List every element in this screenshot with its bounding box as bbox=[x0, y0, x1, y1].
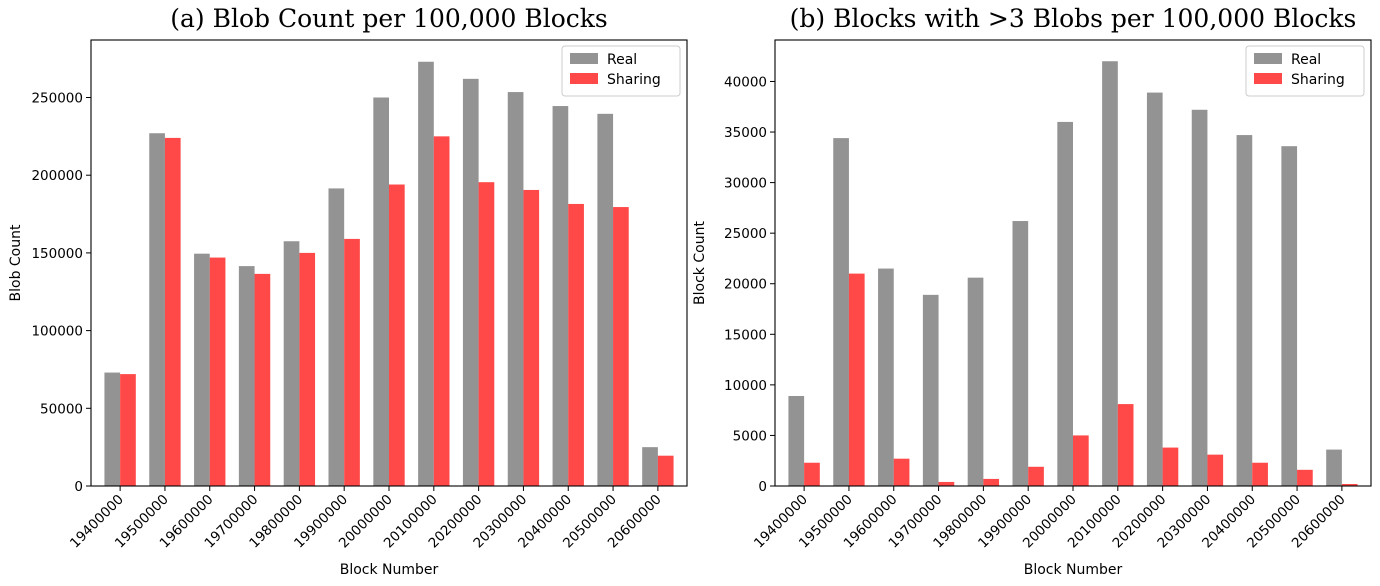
legend-swatch-real bbox=[1254, 53, 1282, 64]
bar-real-20600000 bbox=[1326, 449, 1342, 486]
bar-real-20600000 bbox=[642, 447, 658, 486]
y-tick-label: 35000 bbox=[724, 125, 767, 141]
chart-title: (a) Blob Count per 100,000 Blocks bbox=[170, 4, 608, 33]
y-tick-label: 200000 bbox=[31, 168, 83, 184]
bar-sharing-19900000 bbox=[1028, 466, 1044, 486]
legend-swatch-real bbox=[570, 53, 598, 64]
bar-real-20100000 bbox=[418, 61, 434, 486]
bar-real-19500000 bbox=[149, 133, 165, 487]
bar-sharing-19500000 bbox=[848, 273, 865, 486]
bar-sharing-20200000 bbox=[478, 182, 495, 486]
y-tick-label: 40000 bbox=[724, 74, 767, 90]
bar-sharing-19800000 bbox=[983, 478, 1000, 486]
bar-sharing-20100000 bbox=[433, 136, 450, 486]
bar-sharing-19700000 bbox=[254, 273, 271, 486]
bar-sharing-20500000 bbox=[1297, 469, 1313, 486]
bar-sharing-20600000 bbox=[1341, 483, 1358, 486]
bar-real-19500000 bbox=[833, 138, 849, 486]
y-axis-label: Blob Count bbox=[8, 224, 24, 301]
bar-real-20500000 bbox=[1281, 146, 1298, 486]
y-tick-label: 25000 bbox=[724, 226, 767, 242]
bar-real-20400000 bbox=[552, 106, 569, 487]
y-tick-label: 100000 bbox=[31, 324, 83, 340]
bar-real-19600000 bbox=[878, 268, 894, 486]
bar-real-19400000 bbox=[788, 395, 805, 486]
bar-real-19800000 bbox=[967, 277, 984, 486]
bar-sharing-19600000 bbox=[893, 458, 910, 486]
bar-real-20300000 bbox=[507, 92, 524, 486]
x-axis-label: Block Number bbox=[1024, 562, 1123, 578]
y-tick-label: 5000 bbox=[733, 428, 767, 444]
bar-sharing-20500000 bbox=[613, 207, 629, 486]
y-tick-label: 10000 bbox=[724, 378, 767, 394]
bar-real-19900000 bbox=[1012, 221, 1029, 486]
y-tick-label: 30000 bbox=[724, 176, 767, 192]
bar-sharing-20600000 bbox=[657, 455, 674, 486]
bar-sharing-19600000 bbox=[209, 257, 226, 486]
bar-sharing-20000000 bbox=[389, 184, 405, 486]
bar-sharing-19400000 bbox=[120, 374, 136, 486]
x-axis-label: Block Number bbox=[340, 562, 439, 578]
bar-real-20200000 bbox=[1146, 92, 1163, 486]
bar-real-20100000 bbox=[1102, 61, 1118, 487]
y-axis-label: Block Count bbox=[692, 221, 708, 305]
bar-sharing-19700000 bbox=[938, 481, 955, 486]
chart-0: (a) Blob Count per 100,000 Blocks 0 50000 1… bbox=[8, 4, 688, 578]
bar-sharing-19400000 bbox=[804, 462, 820, 486]
bar-real-20300000 bbox=[1191, 109, 1208, 486]
y-tick-label: 150000 bbox=[31, 246, 83, 262]
bar-real-20500000 bbox=[597, 113, 614, 486]
bar-real-20000000 bbox=[1057, 121, 1073, 487]
bar-sharing-20100000 bbox=[1117, 404, 1134, 486]
bar-real-20400000 bbox=[1236, 135, 1253, 486]
y-tick-label: 0 bbox=[74, 479, 83, 495]
y-tick-label: 250000 bbox=[31, 90, 83, 106]
legend: Real Sharing bbox=[1245, 45, 1365, 97]
y-tick-label: 50000 bbox=[40, 401, 83, 417]
legend-label-real: Real bbox=[1291, 52, 1321, 68]
bar-real-20200000 bbox=[462, 78, 479, 486]
bar-real-20000000 bbox=[373, 97, 389, 486]
legend: Real Sharing bbox=[561, 45, 681, 97]
legend-label-sharing: Sharing bbox=[1291, 72, 1345, 88]
legend-label-sharing: Sharing bbox=[607, 72, 661, 88]
bar-sharing-19900000 bbox=[344, 238, 360, 486]
bar-sharing-19500000 bbox=[164, 137, 181, 486]
bar-real-19900000 bbox=[328, 188, 345, 486]
bar-sharing-20400000 bbox=[568, 203, 584, 486]
bar-real-19400000 bbox=[104, 372, 121, 486]
bar-real-19700000 bbox=[238, 266, 255, 486]
bar-sharing-20400000 bbox=[1252, 462, 1268, 486]
legend-swatch-sharing bbox=[1254, 73, 1282, 84]
bar-sharing-20300000 bbox=[1207, 454, 1224, 486]
bar-real-19800000 bbox=[283, 241, 300, 486]
y-tick-label: 20000 bbox=[724, 277, 767, 293]
bar-sharing-20200000 bbox=[1162, 447, 1179, 486]
legend-swatch-sharing bbox=[570, 73, 598, 84]
legend-label-real: Real bbox=[607, 52, 637, 68]
bar-real-19600000 bbox=[194, 253, 210, 486]
y-tick-label: 0 bbox=[758, 479, 767, 495]
chart-title: (b) Blocks with >3 Blobs per 100,000 Blo… bbox=[790, 4, 1357, 33]
chart-1: (b) Blocks with >3 Blobs per 100,000 Blo… bbox=[692, 4, 1372, 578]
bar-sharing-20300000 bbox=[523, 189, 540, 486]
y-tick-label: 15000 bbox=[724, 327, 767, 343]
bar-sharing-20000000 bbox=[1073, 435, 1089, 486]
bar-sharing-19800000 bbox=[299, 252, 316, 486]
bar-real-19700000 bbox=[922, 294, 939, 486]
